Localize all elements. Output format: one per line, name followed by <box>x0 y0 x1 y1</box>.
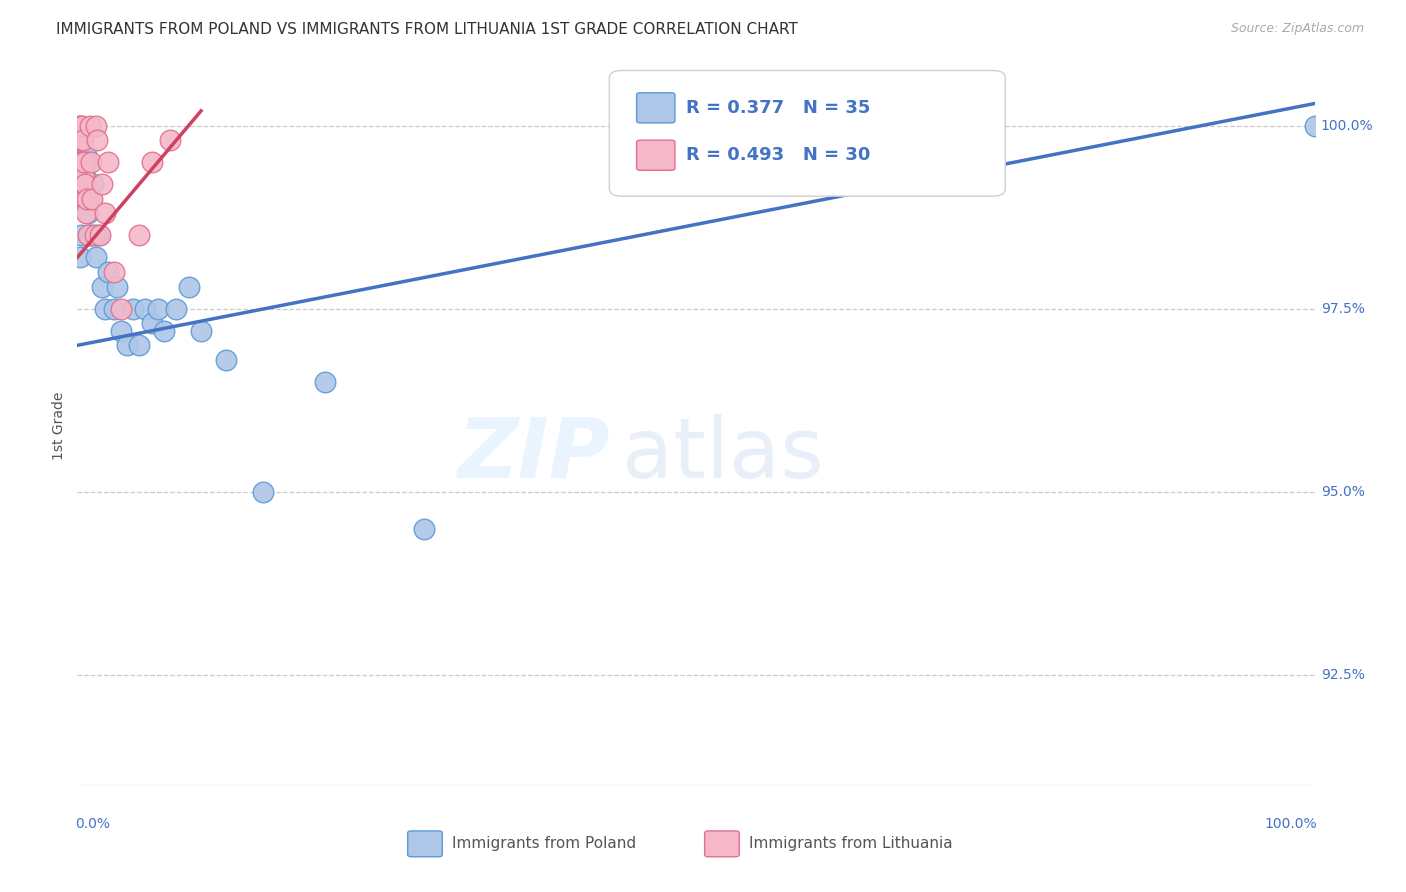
Text: Immigrants from Poland: Immigrants from Poland <box>453 837 637 851</box>
Point <box>110 301 132 316</box>
Point <box>1303 119 1326 133</box>
Point <box>146 301 169 316</box>
Point <box>103 265 125 279</box>
Text: IMMIGRANTS FROM POLAND VS IMMIGRANTS FROM LITHUANIA 1ST GRADE CORRELATION CHART: IMMIGRANTS FROM POLAND VS IMMIGRANTS FRO… <box>56 22 799 37</box>
Point <box>165 301 187 316</box>
Point <box>67 119 90 133</box>
Point <box>75 206 97 220</box>
Point <box>72 192 94 206</box>
Point <box>76 155 98 169</box>
FancyBboxPatch shape <box>408 831 443 856</box>
Text: Source: ZipAtlas.com: Source: ZipAtlas.com <box>1230 22 1364 36</box>
Point <box>82 177 104 191</box>
Point <box>82 228 104 243</box>
Point <box>215 353 238 368</box>
Point <box>115 338 138 352</box>
Point <box>412 522 434 536</box>
Point <box>76 192 98 206</box>
Point <box>314 375 336 389</box>
Point <box>67 155 90 169</box>
Text: 0.0%: 0.0% <box>75 817 110 831</box>
Point <box>69 119 91 133</box>
FancyBboxPatch shape <box>637 140 675 170</box>
Text: 97.5%: 97.5% <box>1320 301 1365 316</box>
Point <box>69 133 91 147</box>
Point <box>128 228 150 243</box>
Point <box>70 228 93 243</box>
Y-axis label: 1st Grade: 1st Grade <box>52 392 66 460</box>
Point <box>70 133 93 147</box>
Point <box>87 228 110 243</box>
Point <box>79 228 101 243</box>
Point <box>73 192 96 206</box>
Point <box>83 228 105 243</box>
Text: 100.0%: 100.0% <box>1264 817 1317 831</box>
Point <box>97 155 120 169</box>
Point <box>75 148 97 162</box>
Point <box>73 155 96 169</box>
Point <box>153 324 176 338</box>
Point <box>141 317 163 331</box>
Point <box>252 484 274 499</box>
Point <box>141 155 163 169</box>
Point <box>110 324 132 338</box>
Point <box>91 279 114 293</box>
Point <box>80 155 103 169</box>
Point <box>105 279 128 293</box>
Point <box>84 119 107 133</box>
Text: 100.0%: 100.0% <box>1320 119 1374 133</box>
Point <box>103 301 125 316</box>
Point <box>69 251 91 265</box>
Point <box>75 177 97 191</box>
Point <box>82 192 104 206</box>
Point <box>84 251 107 265</box>
Point <box>86 133 108 147</box>
Point <box>190 324 212 338</box>
Text: Immigrants from Lithuania: Immigrants from Lithuania <box>749 837 953 851</box>
FancyBboxPatch shape <box>609 70 1005 196</box>
Text: R = 0.493   N = 30: R = 0.493 N = 30 <box>686 146 870 164</box>
Point <box>79 119 101 133</box>
Text: 95.0%: 95.0% <box>1320 485 1365 499</box>
Point <box>72 169 94 184</box>
Point <box>72 133 94 147</box>
Text: atlas: atlas <box>621 414 824 495</box>
Point <box>122 301 145 316</box>
Point <box>97 265 120 279</box>
Point <box>134 301 156 316</box>
Text: ZIP: ZIP <box>457 414 609 495</box>
Text: R = 0.377   N = 35: R = 0.377 N = 35 <box>686 99 870 117</box>
Point <box>91 177 114 191</box>
Point <box>128 338 150 352</box>
FancyBboxPatch shape <box>704 831 740 856</box>
Point <box>177 279 200 293</box>
Point <box>77 228 100 243</box>
Point <box>80 192 103 206</box>
Point <box>93 206 115 220</box>
Point <box>70 119 93 133</box>
Point <box>72 155 94 169</box>
Point <box>89 228 111 243</box>
Text: 92.5%: 92.5% <box>1320 668 1365 682</box>
Point <box>159 133 181 147</box>
Point <box>72 155 94 169</box>
Point <box>73 169 96 184</box>
Point <box>93 301 115 316</box>
Point <box>77 206 100 220</box>
FancyBboxPatch shape <box>637 93 675 123</box>
